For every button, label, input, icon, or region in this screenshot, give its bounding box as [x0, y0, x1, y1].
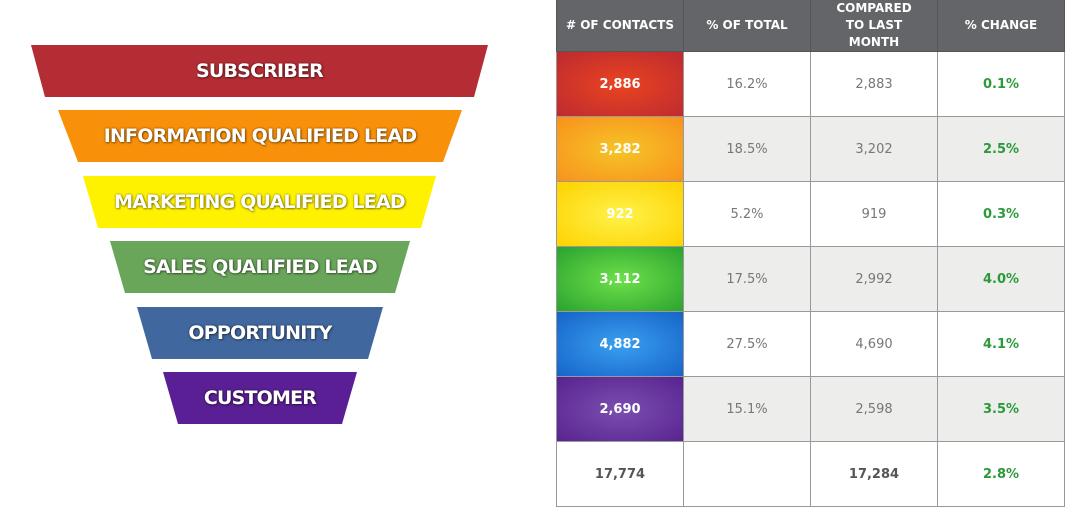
- contacts-cell: 2,690: [556, 376, 684, 442]
- contacts-cell: 4,882: [556, 311, 684, 377]
- pct-total-cell: 27.5%: [683, 311, 811, 377]
- last-month-cell: 3,202: [810, 116, 938, 182]
- contacts-cell: 922: [556, 181, 684, 247]
- funnel-stage-label: MARKETING QUALIFIED LEAD: [114, 191, 406, 213]
- table-row: 2,886 16.2% 2,883 0.1%: [556, 51, 1065, 117]
- last-month-cell: 919: [810, 181, 938, 247]
- pct-total-cell: 17.5%: [683, 246, 811, 312]
- header-pct-total: % OF TOTAL: [683, 0, 811, 52]
- funnel-stage-label: OPPORTUNITY: [188, 322, 332, 344]
- pct-total-cell: 5.2%: [683, 181, 811, 247]
- funnel-stage-customer: CUSTOMER: [163, 372, 357, 424]
- table-row: 3,282 18.5% 3,202 2.5%: [556, 116, 1065, 182]
- pct-change-cell: 2.5%: [937, 116, 1065, 182]
- pct-total-cell: 18.5%: [683, 116, 811, 182]
- contacts-cell: 3,282: [556, 116, 684, 182]
- contacts-cell: 3,112: [556, 246, 684, 312]
- funnel-stage-label: CUSTOMER: [203, 387, 317, 409]
- funnel-stage-information-qualified-lead: INFORMATION QUALIFIED LEAD: [58, 110, 462, 162]
- contacts-table: # OF CONTACTS % OF TOTAL COMPARED TO LAS…: [556, 0, 1065, 507]
- pct-change-cell: 0.3%: [937, 181, 1065, 247]
- contacts-cell: 2,886: [556, 51, 684, 117]
- pct-change-cell: 0.1%: [937, 51, 1065, 117]
- funnel-stage-label: SALES QUALIFIED LEAD: [143, 256, 377, 278]
- funnel-stage-marketing-qualified-lead: MARKETING QUALIFIED LEAD: [83, 176, 436, 228]
- header-last-month: COMPARED TO LAST MONTH: [810, 0, 938, 52]
- total-last-month-cell: 17,284: [810, 441, 938, 507]
- total-pct-total-cell: [683, 441, 811, 507]
- last-month-cell: 2,992: [810, 246, 938, 312]
- funnel-stage-opportunity: OPPORTUNITY: [137, 307, 383, 359]
- last-month-cell: 2,598: [810, 376, 938, 442]
- header-contacts: # OF CONTACTS: [556, 0, 684, 52]
- table-row: 922 5.2% 919 0.3%: [556, 181, 1065, 247]
- pct-total-cell: 15.1%: [683, 376, 811, 442]
- last-month-cell: 2,883: [810, 51, 938, 117]
- table-header-row: # OF CONTACTS % OF TOTAL COMPARED TO LAS…: [556, 0, 1065, 52]
- funnel-stage-label: SUBSCRIBER: [195, 60, 324, 82]
- header-pct-change: % CHANGE: [937, 0, 1065, 52]
- table-row: 3,112 17.5% 2,992 4.0%: [556, 246, 1065, 312]
- total-contacts-cell: 17,774: [556, 441, 684, 507]
- funnel-stage-sales-qualified-lead: SALES QUALIFIED LEAD: [110, 241, 410, 293]
- pct-change-cell: 4.0%: [937, 246, 1065, 312]
- pct-change-cell: 4.1%: [937, 311, 1065, 377]
- last-month-cell: 4,690: [810, 311, 938, 377]
- table-row: 4,882 27.5% 4,690 4.1%: [556, 311, 1065, 377]
- funnel-stage-label: INFORMATION QUALIFIED LEAD: [103, 125, 417, 147]
- pct-total-cell: 16.2%: [683, 51, 811, 117]
- funnel-stage-subscriber: SUBSCRIBER: [31, 45, 488, 97]
- total-change-cell: 2.8%: [937, 441, 1065, 507]
- pct-change-cell: 3.5%: [937, 376, 1065, 442]
- total-row: 17,774 17,284 2.8%: [556, 441, 1065, 507]
- table-row: 2,690 15.1% 2,598 3.5%: [556, 376, 1065, 442]
